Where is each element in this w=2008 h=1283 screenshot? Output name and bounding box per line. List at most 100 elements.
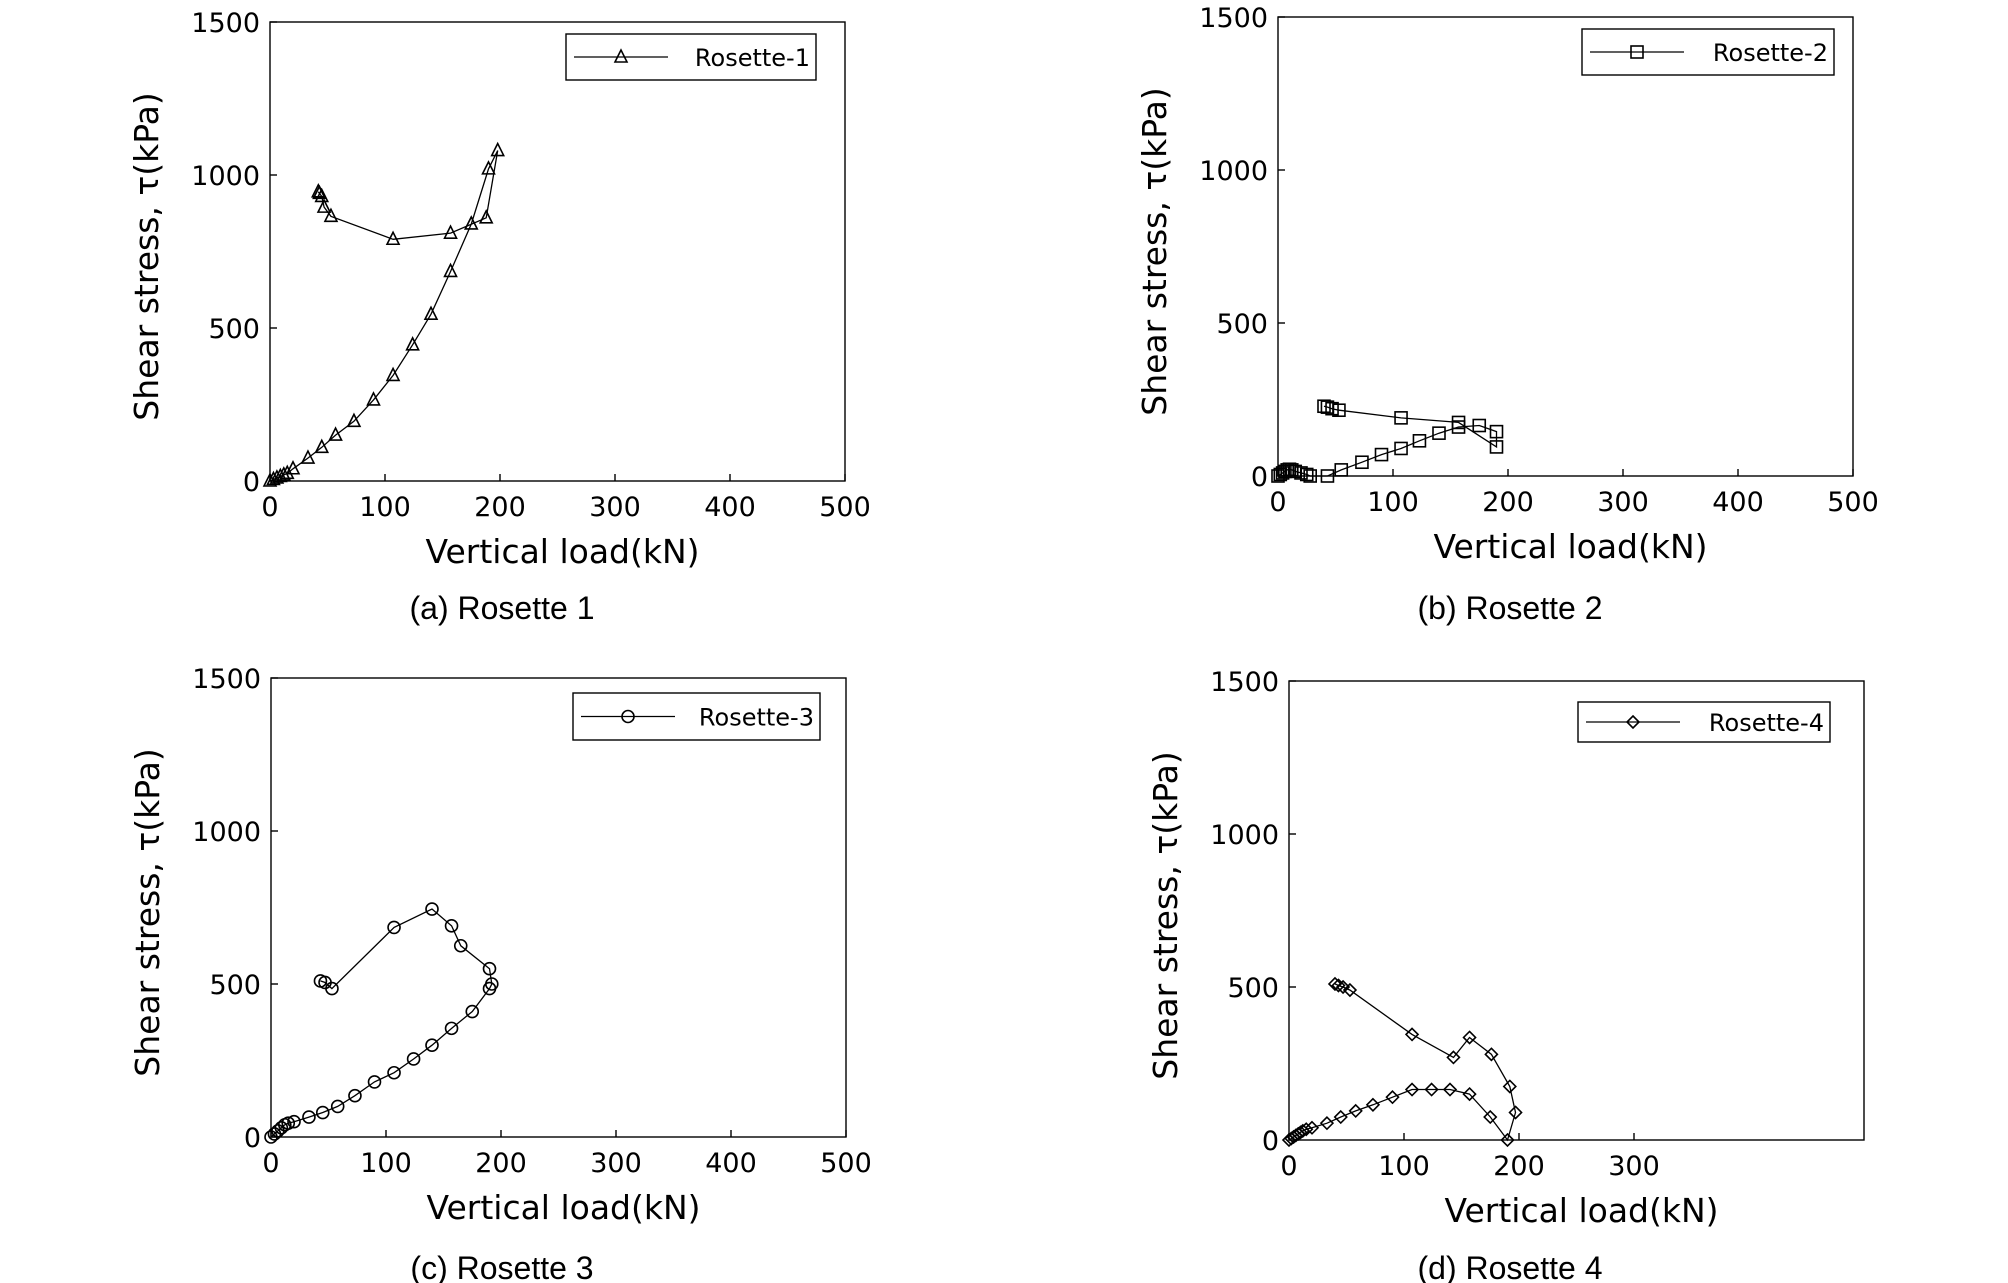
data-point xyxy=(313,974,328,988)
data-point xyxy=(1484,1047,1499,1062)
plot-frame xyxy=(270,677,847,1138)
y-tick-label: 1000 xyxy=(1210,820,1279,851)
legend-label: Rosette-1 xyxy=(695,44,810,72)
data-point xyxy=(311,183,326,198)
x-tick-label: 200 xyxy=(475,1148,527,1179)
data-point xyxy=(1334,463,1349,477)
y-tick-label: 0 xyxy=(243,467,260,498)
data-point xyxy=(387,1065,401,1080)
x-tick-label: 200 xyxy=(1493,1151,1545,1182)
legend-label: Rosette-2 xyxy=(1713,39,1828,67)
data-point xyxy=(1365,1097,1381,1112)
panel-caption: (c) Rosette 3 xyxy=(410,1250,593,1283)
plot-frame xyxy=(269,21,846,482)
x-tick-label: 300 xyxy=(589,492,641,523)
series-line-1 xyxy=(270,908,493,1138)
legend-marker xyxy=(621,709,635,724)
data-point xyxy=(1299,467,1314,482)
plot-frame xyxy=(1277,16,1854,477)
x-tick-label: 200 xyxy=(1482,487,1534,518)
chart-panel-2: 0 100 200 300 400 500 0 500 1000 1500 Vertical loa… xyxy=(1135,3,1879,626)
chart-panel-4: 0 100 200 300 0 500 1000 1500 Vertical load(kN) S… xyxy=(1146,667,1865,1283)
x-tick-label: 100 xyxy=(1378,1151,1430,1182)
data-point xyxy=(1432,426,1446,440)
data-point xyxy=(1348,1103,1363,1119)
data-point xyxy=(482,961,497,976)
data-point xyxy=(314,438,330,454)
panel-caption: (d) Rosette 4 xyxy=(1418,1250,1603,1283)
data-point xyxy=(1374,447,1389,462)
data-point xyxy=(1489,440,1504,454)
data-point xyxy=(484,977,499,991)
x-tick-label: 500 xyxy=(819,492,871,523)
data-point xyxy=(316,198,332,213)
data-point xyxy=(1442,1082,1458,1097)
data-point xyxy=(1325,401,1339,416)
data-point xyxy=(366,391,381,406)
y-tick-label: 1000 xyxy=(192,817,261,848)
data-point xyxy=(465,1004,480,1019)
data-point xyxy=(478,209,494,224)
y-tick-label: 0 xyxy=(244,1123,261,1154)
y-tick-label: 1500 xyxy=(191,8,260,39)
data-point xyxy=(453,938,468,953)
y-axis-label: Shear stress, τ(kPa) xyxy=(1135,87,1174,415)
data-point xyxy=(1404,1082,1420,1097)
y-axis-label: Shear stress, τ(kPa) xyxy=(1146,751,1185,1079)
data-point xyxy=(1320,400,1335,414)
data-point xyxy=(1446,1050,1461,1065)
data-point xyxy=(287,1114,301,1129)
data-point xyxy=(274,1121,289,1135)
series-line-1 xyxy=(269,150,499,482)
x-tick-label: 100 xyxy=(360,1148,412,1179)
legend-marker xyxy=(1630,45,1644,59)
data-point xyxy=(328,426,343,441)
data-point xyxy=(1508,1105,1523,1120)
data-point xyxy=(1285,463,1299,477)
data-point xyxy=(423,305,439,321)
legend: Rosette-3 xyxy=(572,692,821,741)
data-point xyxy=(1483,1109,1498,1125)
y-tick-label: 1000 xyxy=(1199,156,1268,187)
x-axis-label: Vertical load(kN) xyxy=(1444,1191,1718,1230)
x-tick-label: 500 xyxy=(820,1148,872,1179)
data-point xyxy=(330,1099,345,1114)
x-tick-label: 0 xyxy=(1280,1151,1297,1182)
data-point xyxy=(1278,464,1292,479)
y-tick-label: 500 xyxy=(1227,973,1279,1004)
data-point xyxy=(444,919,459,933)
data-point xyxy=(1462,1030,1477,1045)
legend-marker xyxy=(613,48,629,63)
x-tick-label: 0 xyxy=(262,1148,279,1179)
legend-marker xyxy=(1625,714,1641,730)
x-axis-label: Vertical load(kN) xyxy=(426,1188,700,1227)
data-point xyxy=(490,141,505,157)
data-point xyxy=(281,1116,296,1131)
data-point xyxy=(425,902,439,916)
x-axis-label: Vertical load(kN) xyxy=(425,532,699,571)
y-tick-label: 500 xyxy=(209,970,261,1001)
x-tick-label: 300 xyxy=(1597,487,1649,518)
data-point xyxy=(285,459,301,475)
data-point xyxy=(425,1038,439,1052)
data-point xyxy=(348,1088,362,1103)
data-point xyxy=(367,1075,382,1089)
legend: Rosette-2 xyxy=(1581,28,1835,76)
data-point xyxy=(1303,469,1317,483)
y-tick-label: 0 xyxy=(1251,462,1268,493)
data-point xyxy=(1320,469,1335,483)
x-tick-label: 0 xyxy=(1269,487,1286,518)
data-point xyxy=(1472,418,1487,433)
data-point xyxy=(443,262,458,278)
data-point xyxy=(444,1021,459,1036)
data-point xyxy=(323,207,339,223)
data-point xyxy=(1333,1109,1348,1125)
x-tick-label: 500 xyxy=(1827,487,1879,518)
data-point xyxy=(1299,1122,1314,1137)
data-point xyxy=(406,1052,421,1066)
legend-label: Rosette-4 xyxy=(1709,709,1824,737)
x-tick-label: 300 xyxy=(590,1148,642,1179)
data-point xyxy=(315,1105,330,1120)
data-point xyxy=(1412,434,1427,448)
chart-panel-1: 0 100 200 300 400 500 0 500 1000 1500 Vertical loa… xyxy=(127,8,871,626)
